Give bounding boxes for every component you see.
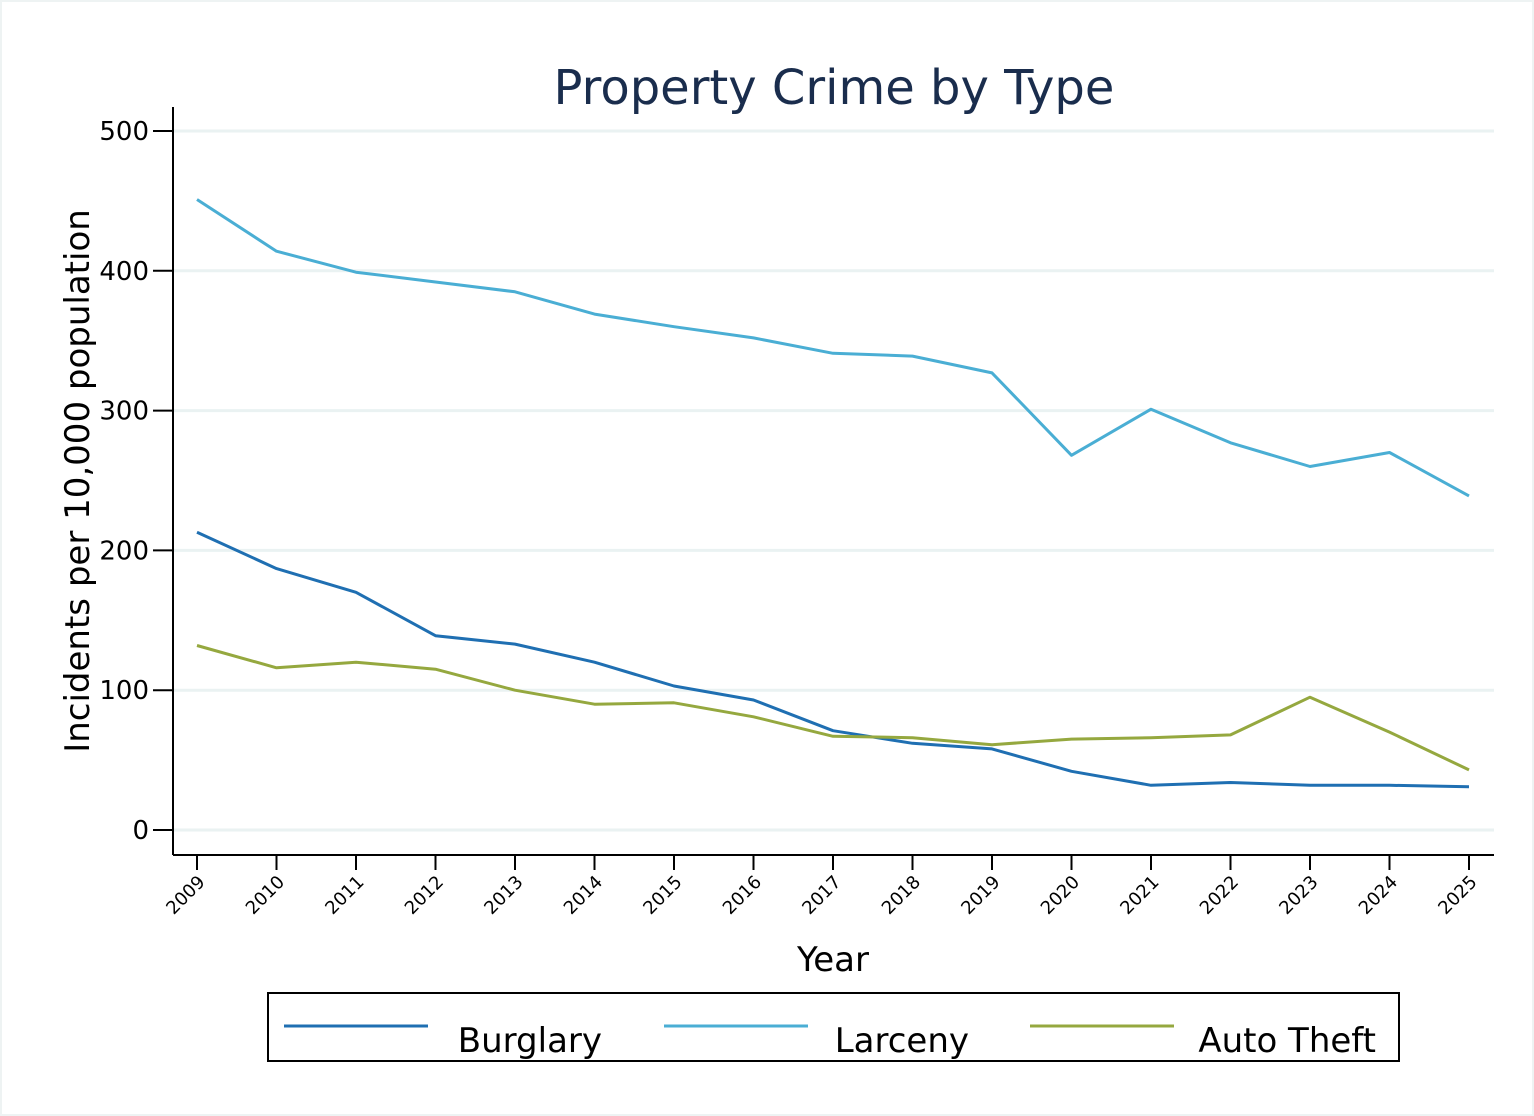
y-tick-label: 200 [99, 536, 149, 566]
y-tick-label: 0 [132, 816, 149, 846]
y-axis-label: Incidents per 10,000 population [58, 209, 98, 753]
y-tick-label: 500 [99, 117, 149, 147]
x-tick-label: 2016 [719, 872, 766, 919]
chart-title: Property Crime by Type [554, 60, 1115, 116]
x-tick-label: 2025 [1434, 872, 1481, 919]
legend-box [267, 992, 1400, 1062]
gridlines [173, 129, 1494, 832]
x-tick-label: 2009 [162, 872, 209, 919]
series-line-burglary [196, 530, 1470, 789]
series-line-larceny [196, 198, 1470, 498]
x-tick-label: 2019 [957, 872, 1004, 919]
x-tick-label: 2011 [321, 872, 368, 919]
x-tick-label: 2012 [401, 872, 448, 919]
x-tick-label: 2020 [1037, 872, 1084, 919]
axes [172, 107, 1494, 856]
legend: Burglary Larceny Auto Theft [267, 992, 1400, 1062]
x-tick-label: 2013 [480, 872, 527, 919]
x-tick-label: 2017 [798, 872, 845, 919]
x-tick-label: 2024 [1355, 872, 1402, 919]
x-axis-ticks: 2009 2010 2011 2012 2013 2014 2015 2016 2017 2018… [162, 855, 1482, 919]
x-tick-label: 2021 [1116, 872, 1163, 919]
x-tick-label: 2022 [1196, 872, 1243, 919]
x-axis-label: Year [796, 940, 869, 980]
y-tick-label: 400 [99, 257, 149, 287]
legend-label-larceny: Larceny [835, 1021, 969, 1061]
x-tick-label: 2015 [639, 872, 686, 919]
legend-label-auto-theft: Auto Theft [1198, 1021, 1376, 1061]
series-line-auto-theft [196, 644, 1470, 772]
x-tick-label: 2023 [1275, 872, 1322, 919]
series-lines [196, 198, 1470, 789]
x-tick-label: 2018 [878, 872, 925, 919]
x-tick-label: 2014 [560, 872, 607, 919]
legend-items: Burglary Larceny Auto Theft [284, 1021, 1376, 1061]
x-tick-label: 2010 [242, 872, 289, 919]
y-axis-ticks: 0 100 200 300 400 500 [99, 117, 173, 846]
legend-label-burglary: Burglary [458, 1021, 602, 1061]
y-tick-label: 100 [99, 676, 149, 706]
y-tick-label: 300 [99, 397, 149, 427]
